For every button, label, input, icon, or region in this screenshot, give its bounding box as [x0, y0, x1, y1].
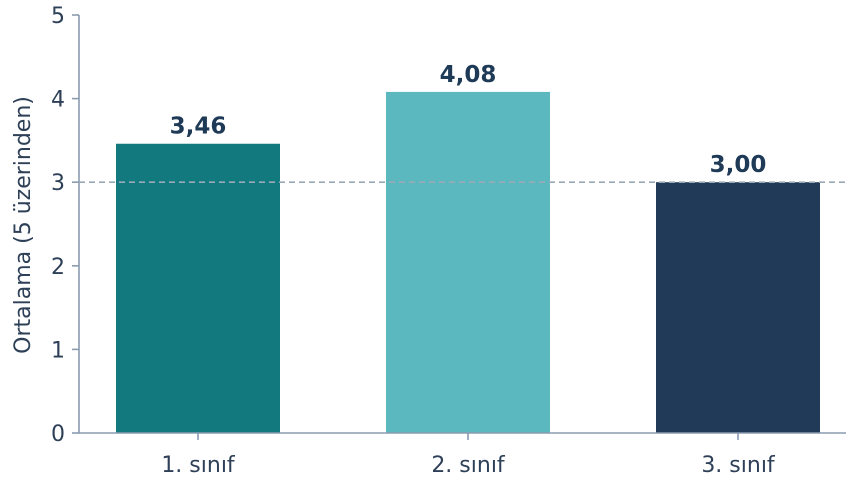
bar-value-label-3: 3,00 [710, 152, 767, 178]
axes-layer: 0 1 2 3 4 5 1. sınıf 2. sınıf 3. sınıf [51, 4, 846, 478]
y-tick-label-0: 0 [51, 422, 65, 447]
bar-1 [116, 143, 280, 433]
x-tick-label-3: 3. sınıf [701, 453, 776, 478]
y-axis-title: Ortalama (5 üzerinden) [11, 96, 36, 354]
labels-layer: 3,46 4,08 3,00 [79, 62, 846, 183]
y-tick-label-2: 2 [51, 255, 65, 280]
bars-layer [116, 91, 820, 434]
bar-value-label-2: 4,08 [440, 62, 497, 88]
x-tick-label-2: 2. sınıf [431, 453, 506, 478]
y-tick-label-1: 1 [51, 338, 65, 363]
y-tick-label-5: 5 [51, 4, 65, 29]
x-tick-label-1: 1. sınıf [161, 453, 236, 478]
bar-3 [656, 182, 820, 433]
bar-2 [386, 91, 550, 434]
bar-value-label-1: 3,46 [170, 114, 227, 140]
y-tick-label-3: 3 [51, 171, 65, 196]
y-tick-label-4: 4 [51, 88, 65, 113]
